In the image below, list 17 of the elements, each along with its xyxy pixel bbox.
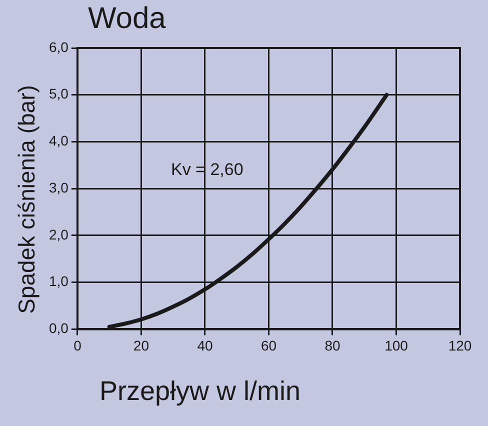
x-axis-title: Przepływ w l/min (98, 376, 302, 407)
y-tick-label: 3,0 (48, 179, 69, 196)
y-tick-label: 4,0 (48, 132, 69, 149)
y-tick-label: 0,0 (48, 320, 69, 336)
x-tick-label: 60 (260, 337, 277, 354)
x-tick-label: 40 (197, 337, 213, 354)
x-tick-label: 80 (324, 337, 340, 354)
x-tick-label: 0 (74, 337, 82, 354)
y-tick-label: 6,0 (48, 38, 69, 55)
y-tick-label: 1,0 (48, 273, 69, 290)
x-tick-label: 20 (133, 337, 150, 354)
x-tick-label: 120 (448, 337, 472, 354)
y-axis-title: Spadek ciśnienia (bar) (14, 84, 40, 316)
x-tick-label: 100 (384, 337, 408, 354)
y-tick-label: 2,0 (48, 226, 69, 242)
chart-title: Woda (88, 2, 166, 36)
y-tick-label: 5,0 (48, 86, 69, 102)
